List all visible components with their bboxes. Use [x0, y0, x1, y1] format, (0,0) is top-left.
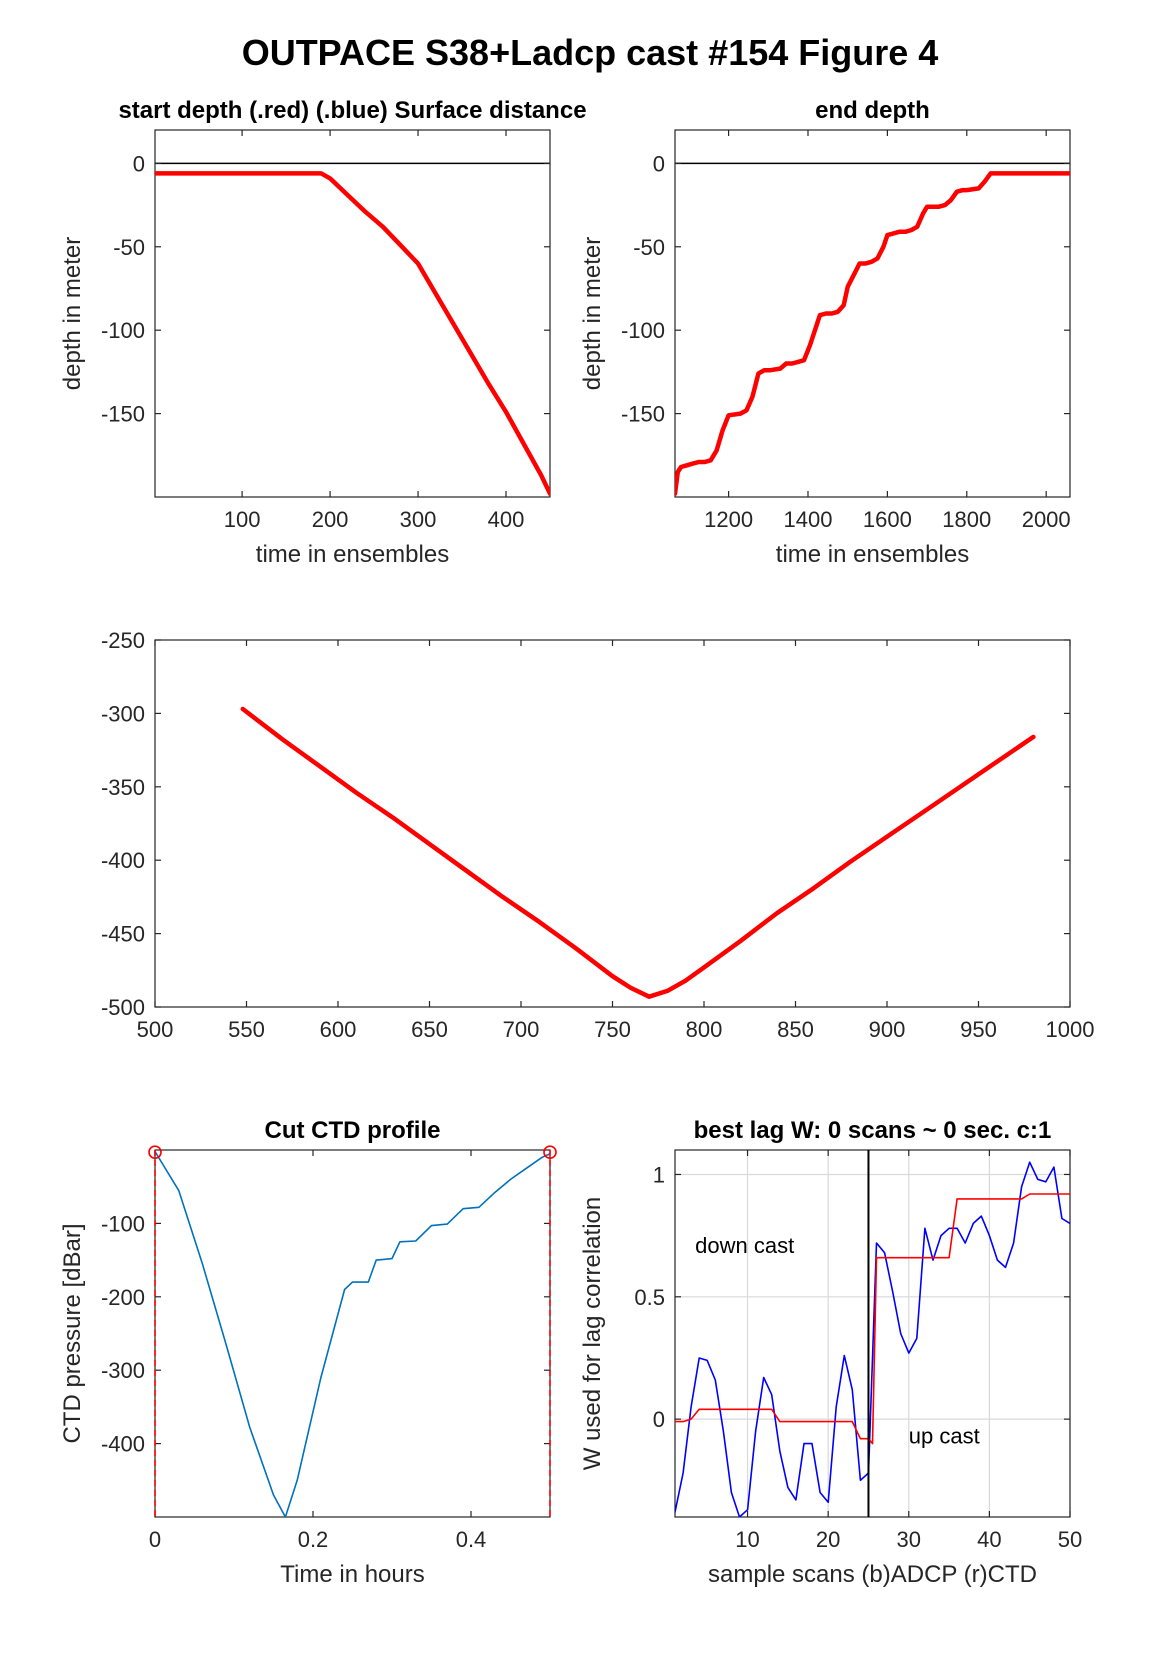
x-tick-label: 100 [224, 507, 261, 532]
annotation-label: down cast [695, 1233, 794, 1258]
x-tick-label: 850 [777, 1017, 814, 1042]
annotation-label: up cast [909, 1424, 980, 1449]
y-tick-label: 0 [653, 1407, 665, 1432]
cut-marker-circle [543, 1145, 557, 1160]
x-tick-label: 300 [400, 507, 437, 532]
x-axis-label: sample scans (b)ADCP (r)CTD [708, 1561, 1037, 1588]
y-tick-label: -300 [101, 1358, 145, 1383]
x-tick-label: 550 [228, 1017, 265, 1042]
end-depth-panel: 1200 1400 1600 1800 2000 0 -50 -100 -150 end dept… [579, 97, 1071, 568]
y-tick-label: -300 [101, 701, 145, 726]
panel-title: end depth [815, 97, 930, 124]
x-tick-label: 400 [488, 507, 525, 532]
x-tick-label: 500 [137, 1017, 174, 1042]
x-tick-label: 600 [320, 1017, 357, 1042]
x-axis-label: Time in hours [280, 1561, 425, 1588]
x-tick-label: 650 [411, 1017, 448, 1042]
axes-box [154, 639, 1071, 1008]
y-tick-label: 0.5 [634, 1285, 665, 1310]
series-line-1 [675, 1193, 1070, 1445]
y-tick-label: 0 [653, 151, 665, 176]
x-tick-label: 1600 [863, 507, 912, 532]
series-line-0 [675, 1161, 1070, 1517]
x-tick-label: 0.2 [298, 1527, 329, 1552]
y-tick-label: -50 [633, 235, 665, 260]
y-tick-label: -400 [101, 848, 145, 873]
x-tick-label: 700 [503, 1017, 540, 1042]
axes-box [674, 1149, 1071, 1518]
series-line-0 [675, 171, 1070, 496]
y-tick-label: -100 [101, 1211, 145, 1236]
panel-title: start depth (.red) (.blue) Surface dista… [118, 97, 586, 124]
x-tick-label: 20 [816, 1527, 840, 1552]
x-tick-label: 0 [149, 1527, 161, 1552]
y-tick-label: -50 [113, 235, 145, 260]
x-tick-label: 50 [1058, 1527, 1082, 1552]
x-tick-label: 2000 [1022, 507, 1071, 532]
x-tick-label: 750 [594, 1017, 631, 1042]
y-tick-label: -100 [621, 318, 665, 343]
y-tick-label: 0 [133, 151, 145, 176]
x-tick-label: 200 [312, 507, 349, 532]
x-tick-label: 900 [869, 1017, 906, 1042]
y-tick-label: -200 [101, 1285, 145, 1310]
x-axis-label: time in ensembles [256, 541, 449, 568]
x-tick-label: 40 [977, 1527, 1001, 1552]
y-tick-label: -350 [101, 775, 145, 800]
y-axis-label: depth in meter [579, 237, 606, 390]
x-tick-label: 1000 [1046, 1017, 1095, 1042]
y-tick-label: -150 [101, 402, 145, 427]
start-depth-panel: 100 200 300 400 0 -50 -100 -150 start depth (.re… [59, 97, 587, 568]
panel-title: best lag W: 0 scans ~ 0 sec. c:1 [694, 1117, 1052, 1144]
x-tick-label: 1200 [704, 507, 753, 532]
x-axis-label: time in ensembles [776, 541, 969, 568]
depth-middle-panel: 500 550 600 650 700 750 800 850 900 950 1000 -250 -3… [101, 628, 1095, 1042]
x-tick-label: 0.4 [456, 1527, 487, 1552]
series-line-0 [155, 1150, 550, 1517]
y-tick-label: -100 [101, 318, 145, 343]
y-axis-label: W used for lag correlation [579, 1197, 606, 1470]
cut-ctd-profile-panel: 0 0.2 0.4 -100 -200 -300 -400 Cut CTD profile Ti… [59, 1117, 557, 1588]
figure-title: OUTPACE S38+Ladcp cast #154 Figure 4 [242, 32, 939, 73]
best-lag-panel: 10 20 30 40 50 0 0.5 1 best lag W: 0 scans ~ 0 s… [579, 1117, 1082, 1588]
x-tick-label: 800 [686, 1017, 723, 1042]
x-tick-label: 1400 [784, 507, 833, 532]
y-tick-label: 1 [653, 1162, 665, 1187]
y-tick-label: -450 [101, 922, 145, 947]
x-tick-label: 30 [897, 1527, 921, 1552]
y-tick-label: -400 [101, 1432, 145, 1457]
axes-box [154, 129, 551, 498]
x-tick-label: 10 [735, 1527, 759, 1552]
axes-box [674, 129, 1071, 498]
x-tick-label: 1800 [942, 507, 991, 532]
panel-title: Cut CTD profile [265, 1117, 441, 1144]
y-axis-label: depth in meter [59, 237, 86, 390]
x-tick-label: 950 [960, 1017, 997, 1042]
y-tick-label: -500 [101, 995, 145, 1020]
y-tick-label: -150 [621, 402, 665, 427]
cut-marker-circle [148, 1145, 162, 1160]
axes-box [154, 1149, 551, 1518]
y-tick-label: -250 [101, 628, 145, 653]
series-line-0 [155, 171, 550, 496]
series-line-0 [240, 706, 1036, 999]
y-axis-label: CTD pressure [dBar] [59, 1223, 86, 1443]
